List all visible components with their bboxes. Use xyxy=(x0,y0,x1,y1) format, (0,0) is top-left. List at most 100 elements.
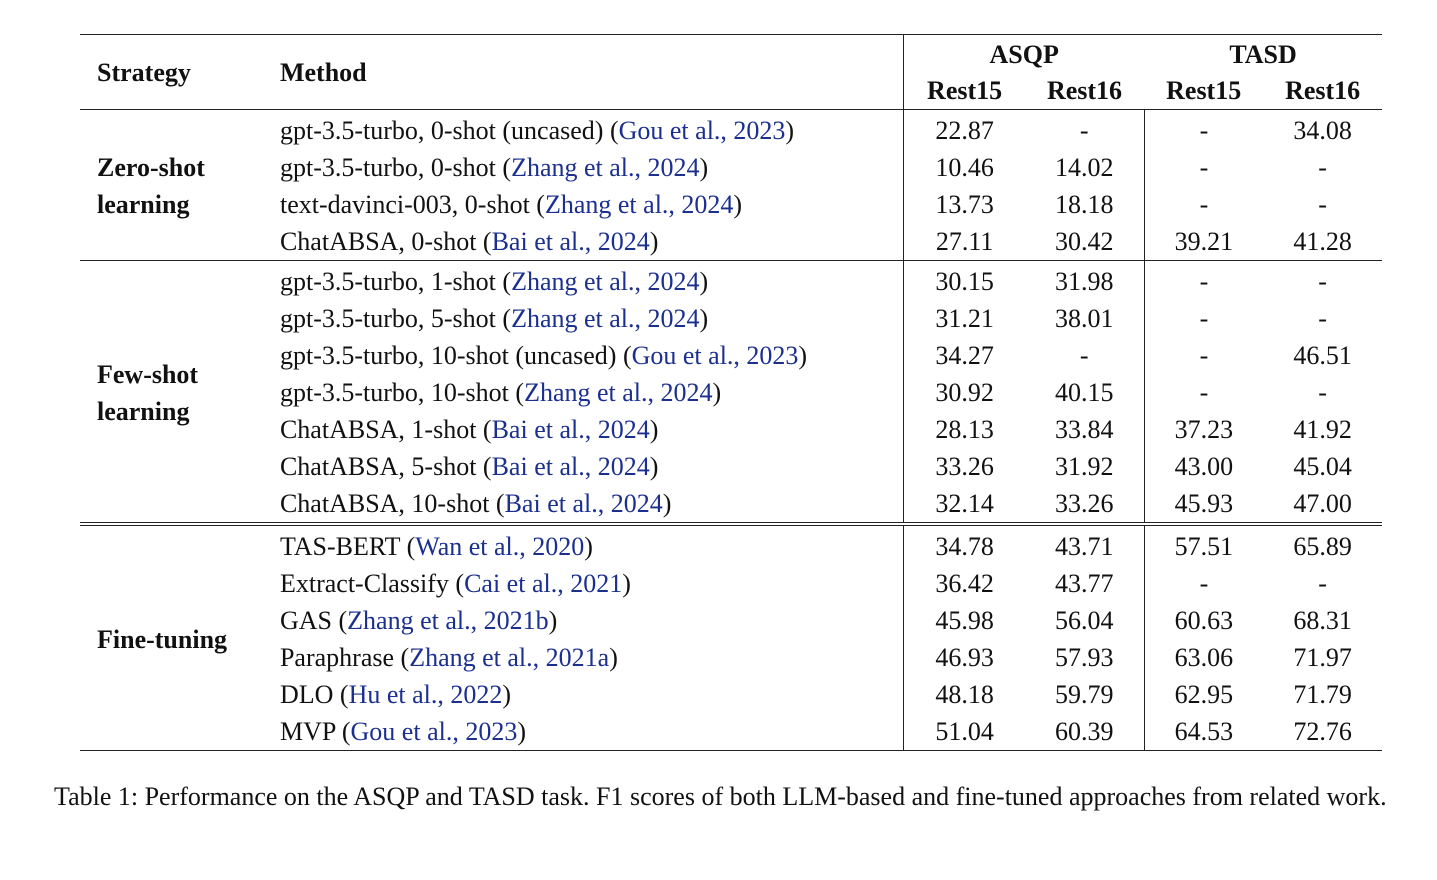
citation-link[interactable]: Zhang et al., 2021a xyxy=(409,643,610,672)
value-tasd-rest16: 41.92 xyxy=(1293,415,1352,444)
citation-link[interactable]: Bai et al., 2024 xyxy=(504,489,663,518)
value-tasd-rest16: 34.08 xyxy=(1293,116,1352,145)
value-tasd-rest16: 71.97 xyxy=(1293,643,1352,672)
value-tasd-rest15: - xyxy=(1143,565,1264,602)
table-row: Fine-tuning TAS-BERT (Wan et al., 2020) 34… xyxy=(80,524,1382,751)
method-close-paren: ) xyxy=(699,267,709,296)
value-tasd-rest15: - xyxy=(1143,149,1264,186)
value-tasd-rest15: 57.51 xyxy=(1143,524,1264,565)
value-asqp-rest16: 38.01 xyxy=(1055,304,1114,333)
citation-link[interactable]: Gou et al., 2023 xyxy=(350,717,518,746)
strategy-cell: Fine-tuning xyxy=(80,524,280,751)
citation-link[interactable]: Bai et al., 2024 xyxy=(491,452,650,481)
method-name: gpt-3.5-turbo, 1-shot ( xyxy=(279,267,512,296)
value-asqp-rest16: - xyxy=(1079,116,1089,145)
value-tasd-rest15: 62.95 xyxy=(1143,676,1264,713)
method-close-paren: ) xyxy=(649,452,659,481)
value-tasd-rest16: 72.76 xyxy=(1263,713,1382,751)
method-close-paren: ) xyxy=(517,717,527,746)
citation-link[interactable]: Wan et al., 2020 xyxy=(415,532,585,561)
method-name: gpt-3.5-turbo, 5-shot ( xyxy=(279,304,512,333)
method-cell: gpt-3.5-turbo, 0-shot (Zhang et al., 202… xyxy=(280,149,904,186)
citation-link[interactable]: Cai et al., 2021 xyxy=(464,569,623,598)
value-asqp-rest15: 46.93 xyxy=(903,639,1025,676)
method-cell: gpt-3.5-turbo, 0-shot (uncased) (Gou et … xyxy=(280,110,904,150)
table-caption: Table 1: Performance on the ASQP and TAS… xyxy=(54,782,1387,811)
header-asqp-rest16: Rest16 xyxy=(1024,73,1145,110)
value-tasd-rest15: - xyxy=(1143,374,1264,411)
method-close-paren: ) xyxy=(584,532,593,561)
citation-link[interactable]: Hu et al., 2022 xyxy=(348,680,503,709)
value-tasd-rest15: - xyxy=(1143,300,1264,337)
method-cell: ChatABSA, 10-shot (Bai et al., 2024) xyxy=(279,485,904,526)
table-row: MVP (Gou et al., 2023) 51.04 60.39 64.53 72.… xyxy=(80,713,1382,751)
table-row: ChatABSA, 5-shot (Bai et al., 2024) 33.26… xyxy=(80,448,1382,485)
value-asqp-rest15: 27.11 xyxy=(903,223,1025,261)
header-row-groups: Strategy Method ASQP TASD xyxy=(80,34,1382,110)
value-asqp-rest15: 30.15 xyxy=(903,260,1025,300)
value-asqp-rest16: 43.71 xyxy=(1055,532,1114,561)
value-tasd-rest15: 64.53 xyxy=(1143,713,1264,751)
value-asqp-rest16: 30.42 xyxy=(1024,223,1145,261)
method-close-paren: ) xyxy=(733,190,743,219)
citation-link[interactable]: Gou et al., 2023 xyxy=(631,341,799,370)
method-name: gpt-3.5-turbo, 0-shot ( xyxy=(279,153,512,182)
method-close-paren: ) xyxy=(699,153,709,182)
value-asqp-rest15: 34.78 xyxy=(903,524,1025,565)
value-asqp-rest16: 18.18 xyxy=(1055,190,1114,219)
method-name: Extract-Classify ( xyxy=(279,569,465,598)
method-cell: DLO (Hu et al., 2022) xyxy=(280,676,904,713)
method-cell: ChatABSA, 5-shot (Bai et al., 2024) xyxy=(280,448,904,485)
method-name: ChatABSA, 0-shot ( xyxy=(279,227,492,256)
citation-link[interactable]: Zhang et al., 2024 xyxy=(511,153,700,182)
value-tasd-rest16: 47.00 xyxy=(1263,485,1382,526)
value-tasd-rest16: 65.89 xyxy=(1293,532,1352,561)
citation-link[interactable]: Bai et al., 2024 xyxy=(491,227,650,256)
value-asqp-rest16: 31.92 xyxy=(1055,452,1114,481)
citation-link[interactable]: Zhang et al., 2021b xyxy=(347,606,549,635)
method-close-paren: ) xyxy=(798,341,808,370)
citation-link[interactable]: Zhang et al., 2024 xyxy=(511,304,700,333)
value-asqp-rest15: 22.87 xyxy=(903,109,1025,149)
value-tasd-rest16: - xyxy=(1318,190,1327,219)
method-close-paren: ) xyxy=(662,489,672,518)
method-name: TAS-BERT ( xyxy=(279,532,416,561)
method-cell: Paraphrase (Zhang et al., 2021a) xyxy=(280,639,904,676)
strategy-cell: Few-shot learning xyxy=(80,260,280,526)
value-tasd-rest16: - xyxy=(1318,378,1327,407)
method-close-paren: ) xyxy=(649,227,659,256)
citation-link[interactable]: Zhang et al., 2024 xyxy=(524,378,713,407)
value-asqp-rest16: 59.79 xyxy=(1055,680,1114,709)
method-name: MVP ( xyxy=(279,717,351,746)
citation-link[interactable]: Zhang et al., 2024 xyxy=(544,190,734,219)
method-name: ChatABSA, 10-shot ( xyxy=(279,489,505,518)
strategy-cell: Zero-shot learning xyxy=(80,109,280,261)
method-close-paren: ) xyxy=(502,680,512,709)
value-asqp-rest16: 31.98 xyxy=(1055,267,1114,296)
value-tasd-rest15: 37.23 xyxy=(1143,411,1264,448)
method-name: ChatABSA, 5-shot ( xyxy=(279,452,492,481)
method-name: gpt-3.5-turbo, 10-shot ( xyxy=(279,378,525,407)
value-tasd-rest16: - xyxy=(1318,153,1327,182)
table-body: Zero-shot learning gpt-3.5-turbo, 0-shot … xyxy=(80,109,1382,751)
value-asqp-rest15: 13.73 xyxy=(903,186,1025,223)
header-strategy: Strategy xyxy=(80,34,280,110)
method-close-paren: ) xyxy=(548,606,558,635)
value-asqp-rest16: 57.93 xyxy=(1055,643,1114,672)
value-asqp-rest16: 40.15 xyxy=(1055,378,1114,407)
value-asqp-rest16: 43.77 xyxy=(1055,569,1114,598)
table-row: Paraphrase (Zhang et al., 2021a) 46.93 57.… xyxy=(80,639,1382,676)
citation-link[interactable]: Zhang et al., 2024 xyxy=(511,267,700,296)
header-tasd-rest15: Rest15 xyxy=(1144,73,1264,110)
value-tasd-rest16: 45.04 xyxy=(1293,452,1352,481)
value-tasd-rest15: - xyxy=(1143,186,1264,223)
value-tasd-rest16: 71.79 xyxy=(1293,680,1352,709)
value-tasd-rest15: 45.93 xyxy=(1143,485,1264,526)
citation-link[interactable]: Gou et al., 2023 xyxy=(618,116,786,145)
table-row: Extract-Classify (Cai et al., 2021) 36.42… xyxy=(80,565,1382,602)
method-close-paren: ) xyxy=(609,643,618,672)
value-tasd-rest16: - xyxy=(1318,304,1327,333)
results-table: Strategy Method ASQP TASD Rest15 Rest16 … xyxy=(80,34,1382,751)
citation-link[interactable]: Bai et al., 2024 xyxy=(491,415,650,444)
value-asqp-rest16: 14.02 xyxy=(1055,153,1114,182)
